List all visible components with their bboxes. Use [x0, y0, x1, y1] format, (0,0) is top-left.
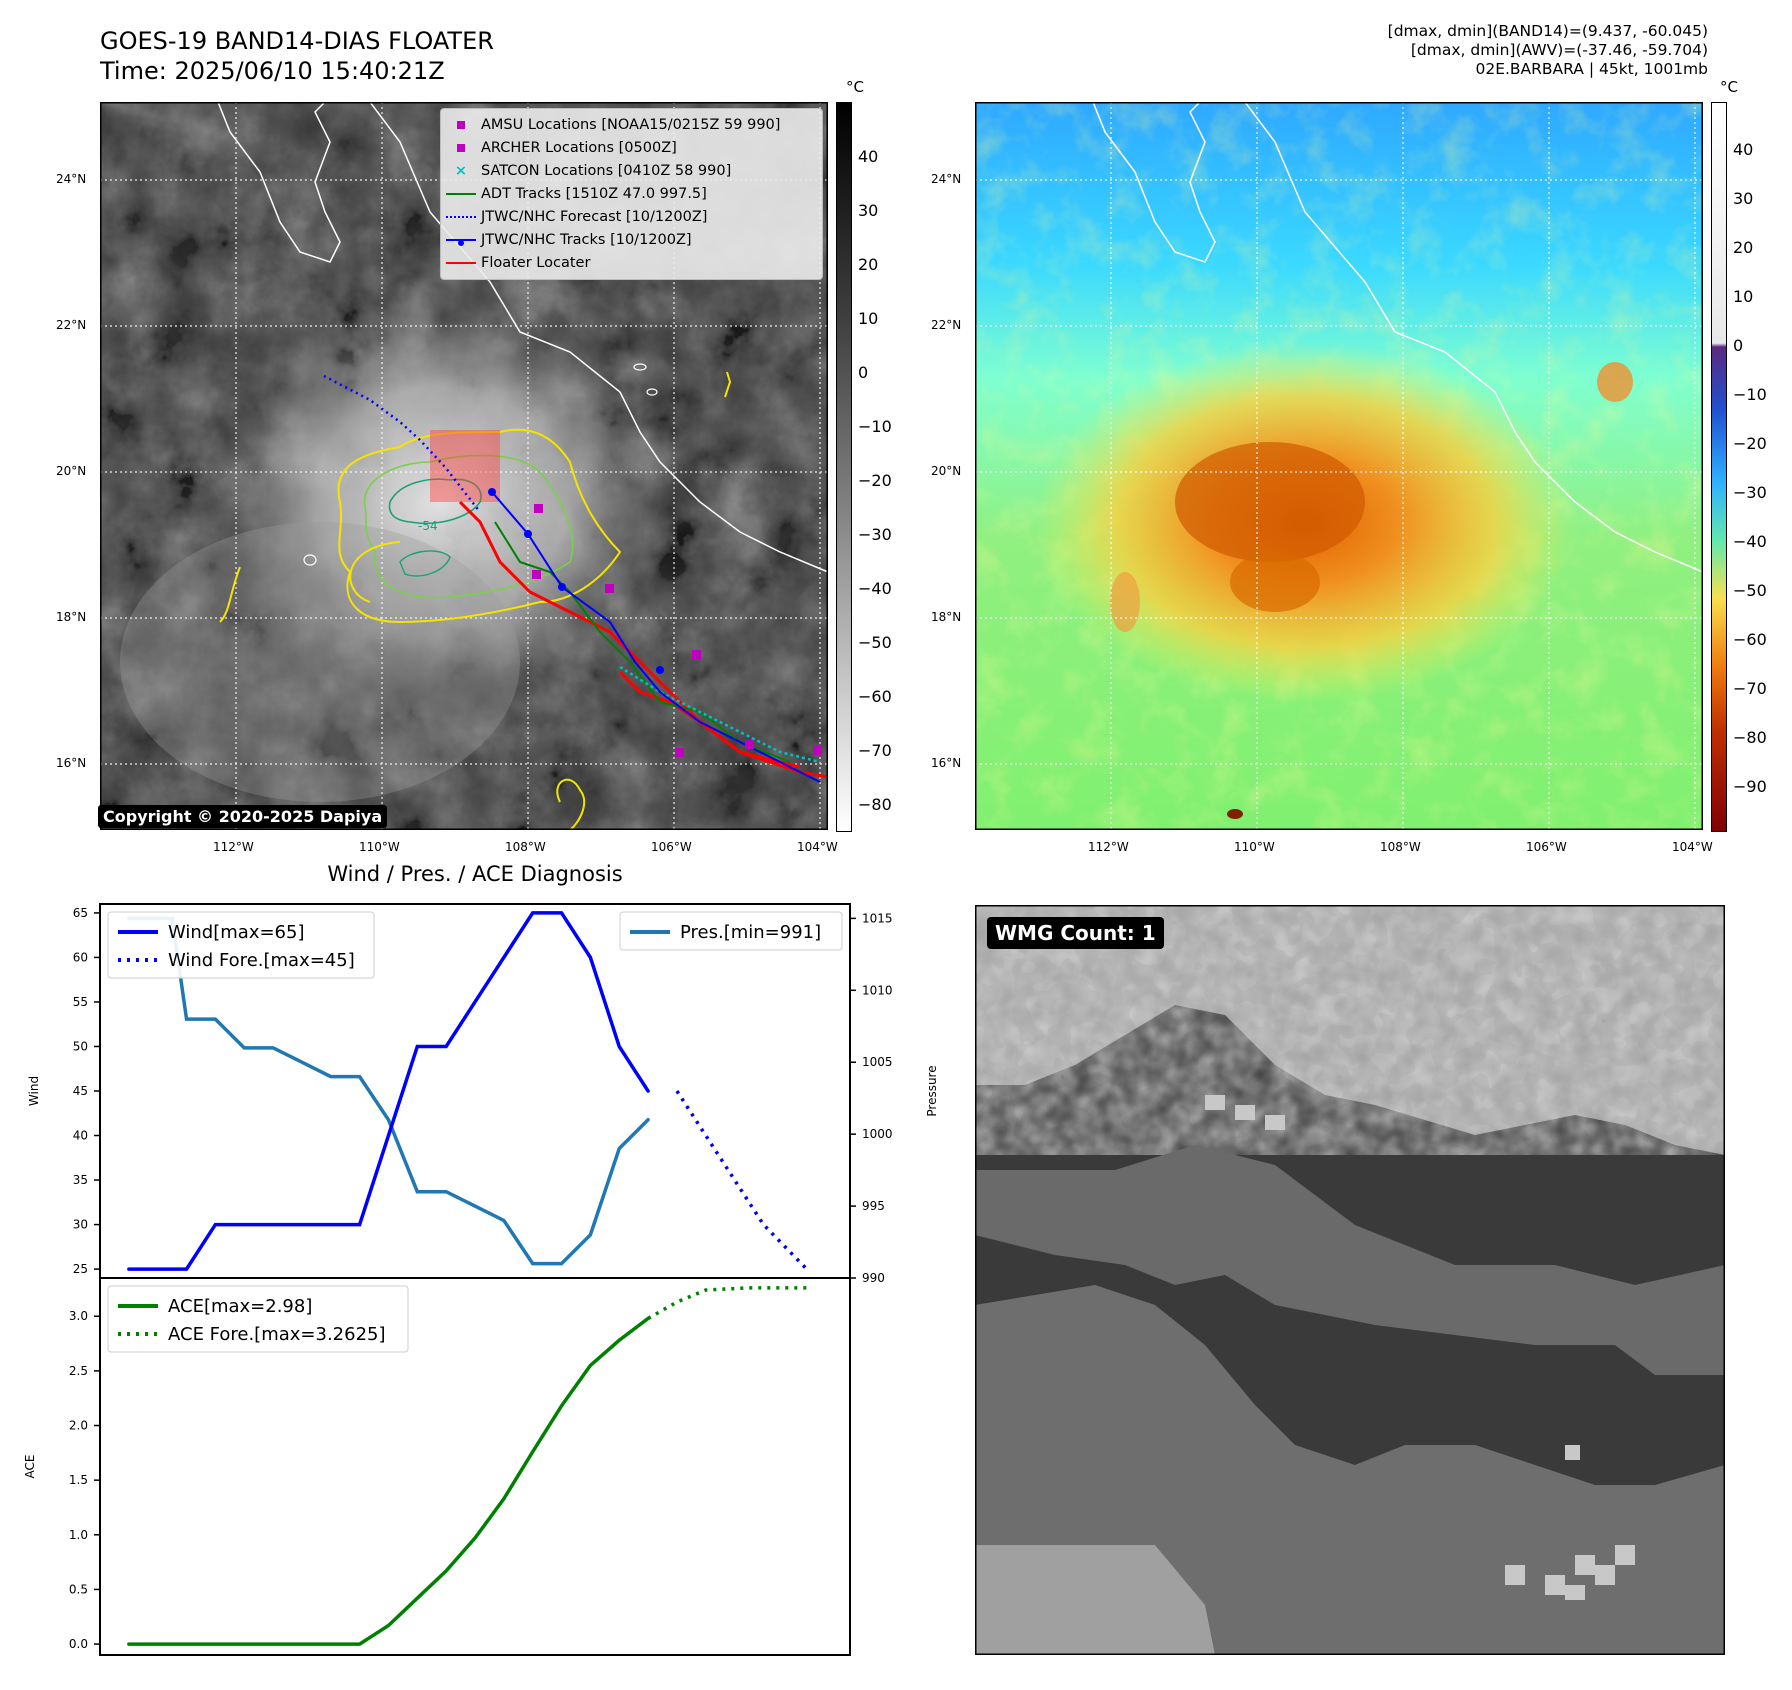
pressure-tick-label: 1000: [862, 1127, 893, 1141]
dotted-line-icon: [441, 209, 481, 225]
legend-item-floater: Floater Locater: [441, 251, 822, 274]
awv-colorbar-unit: °C: [1720, 78, 1738, 96]
awv-lon-labels: 112°W 110°W 108°W 106°W 104°W: [1088, 840, 1713, 854]
wmg-map: [975, 905, 1725, 1655]
legend-item-satcon: × SATCON Locations [0410Z 58 990]: [441, 159, 822, 182]
diagnosis-chart: 25 30 35 40 45 50 55 60 65 0.0 0.5 1.0 1.5 2.0 2.5 3.0 9…: [23, 903, 939, 1656]
ace-forecast-line: [647, 1286, 807, 1320]
wind-line: [127, 911, 650, 1271]
wind-axis-label: Wind: [27, 1076, 41, 1106]
pressure-tick-label: 995: [862, 1199, 885, 1213]
pressure-line: [127, 916, 650, 1266]
ace-line: [127, 1316, 650, 1646]
wind-tick-label: 65: [73, 906, 88, 920]
ace-tick-label: 1.0: [69, 1528, 88, 1542]
ace-legend-box: [107, 1285, 409, 1353]
ace-tick-label: 1.5: [69, 1473, 88, 1487]
diagnosis-title: Wind / Pres. / ACE Diagnosis: [327, 862, 623, 886]
wmg-count-badge: WMG Count: 1: [987, 917, 1164, 949]
contour-label: -54: [418, 519, 438, 533]
ace-legend-label: ACE[max=2.98]: [168, 1296, 312, 1317]
wind-tick-label: 45: [73, 1084, 88, 1098]
pressure-tick-label: 990: [862, 1271, 885, 1285]
legend-item-adt: ADT Tracks [1510Z 47.0 997.5]: [441, 182, 822, 205]
wind-legend-label: Wind[max=65]: [168, 922, 305, 943]
ace-legend-label: ACE Fore.[max=3.2625]: [168, 1324, 386, 1345]
ace-tick-label: 2.5: [69, 1364, 88, 1378]
line-marker-icon: [441, 255, 481, 271]
ir-colorbar-unit: °C: [846, 78, 864, 96]
ace-axis-label: ACE: [23, 1455, 37, 1479]
wind-tick-label: 50: [73, 1039, 88, 1053]
ir-lon-labels: 112°W 110°W 108°W 106°W 104°W: [213, 840, 838, 854]
ace-tick-label: 3.0: [69, 1309, 88, 1323]
ace-axes-frame: [99, 1277, 851, 1656]
pressure-legend-label: Pres.[min=991]: [680, 922, 821, 943]
legend-item-archer: ARCHER Locations [0500Z]: [441, 136, 822, 159]
chart-time: Time: 2025/06/10 15:40:21Z: [100, 57, 445, 85]
copyright-badge: Copyright © 2020-2025 Dapiya: [98, 805, 388, 828]
wind-tick-label: 40: [73, 1129, 88, 1143]
pressure-tick-label: 1010: [862, 983, 893, 997]
awv-map: [975, 102, 1703, 830]
legend-item-amsu: AMSU Locations [NOAA15/0215Z 59 990]: [441, 113, 822, 136]
ace-tick-label: 2.0: [69, 1419, 88, 1433]
line-marker-icon: [441, 186, 481, 202]
x-marker-icon: ×: [454, 162, 468, 179]
storm-info: 02E.BARBARA | 45kt, 1001mb: [1475, 60, 1708, 78]
ir-lat-labels: 24°N 22°N 20°N 18°N 16°N: [56, 172, 87, 770]
chart-title: GOES-19 BAND14-DIAS FLOATER: [100, 27, 494, 55]
awv-lat-labels: 24°N 22°N 20°N 18°N 16°N: [931, 172, 962, 770]
ace-tick-label: 0.0: [69, 1637, 88, 1651]
awv-range: [dmax, dmin](AWV)=(-37.46, -59.704): [1410, 41, 1708, 59]
wind-tick-label: 30: [73, 1218, 88, 1232]
band14-range: [dmax, dmin](BAND14)=(9.437, -60.045): [1387, 22, 1708, 40]
ir-legend: AMSU Locations [NOAA15/0215Z 59 990] ARC…: [440, 108, 823, 280]
square-marker-icon: [441, 140, 481, 156]
awv-colorbar: [1711, 102, 1727, 832]
wind-tick-label: 55: [73, 995, 88, 1009]
wind-legend-label: Wind Fore.[max=45]: [168, 950, 355, 971]
ir-colorbar-ticks: 40 30 20 10 0 −10 −20 −30 −40 −50 −60 −7…: [858, 147, 892, 814]
ace-tick-label: 0.5: [69, 1582, 88, 1596]
awv-colorbar-ticks: 40 30 20 10 0 −10 −20 −30 −40 −50 −60 −7…: [1733, 140, 1767, 796]
pressure-tick-label: 1015: [862, 911, 893, 925]
line-dot-icon: [441, 232, 481, 248]
wind-tick-label: 25: [73, 1262, 88, 1276]
pressure-legend-box: [619, 911, 843, 951]
pressure-tick-label: 1005: [862, 1055, 893, 1069]
wind-tick-label: 35: [73, 1173, 88, 1187]
wind-legend-box: [107, 911, 375, 979]
legend-item-forecast: JTWC/NHC Forecast [10/1200Z]: [441, 205, 822, 228]
square-marker-icon: [441, 117, 481, 133]
ir-colorbar: [836, 102, 852, 832]
wind-tick-label: 60: [73, 950, 88, 964]
legend-item-tracks: JTWC/NHC Tracks [10/1200Z]: [441, 228, 822, 251]
pressure-axis-label: Pressure: [925, 1065, 939, 1116]
wind-forecast-line: [675, 1090, 808, 1271]
